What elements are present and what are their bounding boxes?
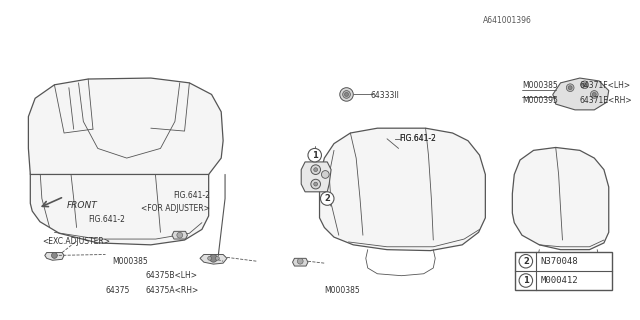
Circle shape bbox=[321, 171, 329, 178]
Circle shape bbox=[298, 258, 303, 264]
Circle shape bbox=[208, 256, 212, 260]
Text: 2: 2 bbox=[523, 257, 529, 266]
Circle shape bbox=[340, 88, 353, 101]
Circle shape bbox=[580, 81, 589, 89]
Circle shape bbox=[566, 84, 574, 92]
Polygon shape bbox=[172, 231, 188, 239]
Text: 1: 1 bbox=[523, 276, 529, 285]
Polygon shape bbox=[301, 162, 331, 192]
Circle shape bbox=[311, 179, 321, 189]
Circle shape bbox=[321, 192, 334, 205]
Polygon shape bbox=[200, 254, 227, 264]
Text: FIG.641-2: FIG.641-2 bbox=[399, 134, 436, 143]
Polygon shape bbox=[513, 148, 609, 250]
Text: M000395: M000395 bbox=[522, 96, 558, 105]
Text: N370048: N370048 bbox=[540, 257, 578, 266]
Circle shape bbox=[591, 91, 598, 98]
Circle shape bbox=[216, 256, 220, 260]
Circle shape bbox=[342, 91, 350, 98]
Circle shape bbox=[568, 86, 572, 90]
Text: 64371F<LH>: 64371F<LH> bbox=[580, 81, 631, 90]
Circle shape bbox=[519, 254, 532, 268]
Text: FIG.641-2: FIG.641-2 bbox=[399, 134, 436, 143]
Circle shape bbox=[314, 182, 317, 186]
Text: 64371E<RH>: 64371E<RH> bbox=[580, 96, 632, 105]
Text: M000385: M000385 bbox=[522, 81, 557, 90]
Text: FIG.641-2: FIG.641-2 bbox=[173, 191, 210, 200]
Text: 64375: 64375 bbox=[106, 286, 130, 295]
Circle shape bbox=[51, 252, 58, 258]
Text: 1: 1 bbox=[312, 151, 317, 160]
Polygon shape bbox=[319, 128, 485, 251]
Circle shape bbox=[344, 92, 348, 96]
Text: M000385: M000385 bbox=[324, 286, 360, 295]
Circle shape bbox=[519, 274, 532, 287]
Polygon shape bbox=[28, 78, 223, 174]
Text: <EXC.ADJUSTER>: <EXC.ADJUSTER> bbox=[42, 237, 110, 246]
Circle shape bbox=[311, 165, 321, 174]
Circle shape bbox=[177, 232, 182, 238]
Bar bbox=[515, 252, 612, 290]
Text: A641001396: A641001396 bbox=[483, 16, 532, 25]
Circle shape bbox=[582, 83, 587, 87]
Text: FIG.641-2: FIG.641-2 bbox=[88, 215, 125, 224]
Text: 2: 2 bbox=[324, 194, 330, 203]
Text: 64333II: 64333II bbox=[371, 91, 399, 100]
Text: M000412: M000412 bbox=[540, 276, 578, 285]
Text: 64375B<LH>: 64375B<LH> bbox=[146, 271, 198, 280]
Circle shape bbox=[314, 168, 317, 172]
Text: <FOR ADJUSTER>: <FOR ADJUSTER> bbox=[141, 204, 210, 213]
Circle shape bbox=[210, 254, 218, 262]
Text: FRONT: FRONT bbox=[67, 201, 98, 210]
Polygon shape bbox=[30, 128, 209, 245]
Polygon shape bbox=[553, 78, 609, 110]
Polygon shape bbox=[45, 252, 64, 260]
Polygon shape bbox=[292, 258, 308, 266]
Circle shape bbox=[308, 148, 321, 162]
Text: 64375A<RH>: 64375A<RH> bbox=[146, 286, 199, 295]
Text: M000385: M000385 bbox=[112, 257, 148, 266]
Circle shape bbox=[593, 92, 596, 96]
